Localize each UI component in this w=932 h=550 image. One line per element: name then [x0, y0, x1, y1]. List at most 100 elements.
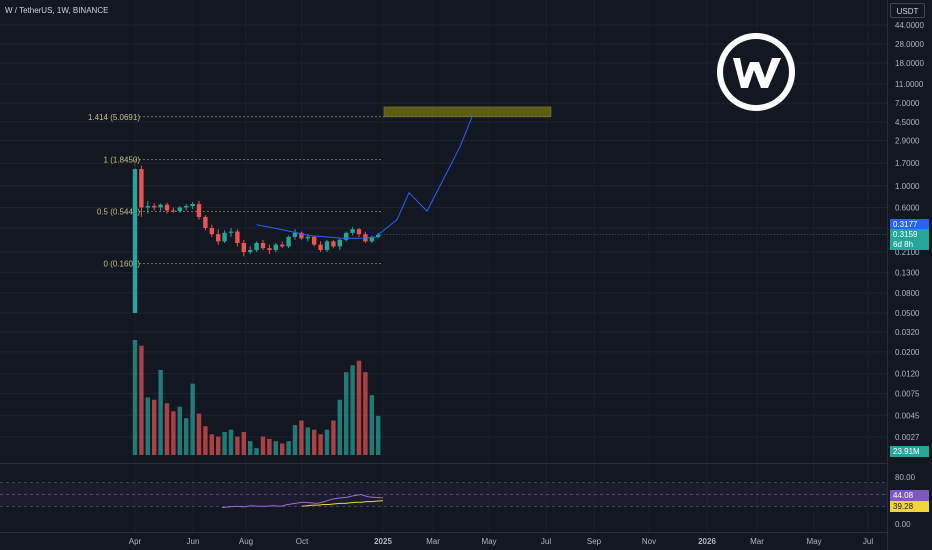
- candle-body: [299, 232, 304, 239]
- candle-body: [222, 232, 227, 242]
- volume-bar: [260, 436, 266, 455]
- volume-bar: [280, 443, 285, 455]
- rsi-ma-badge: 39.28: [890, 501, 929, 512]
- candle-body: [324, 241, 330, 251]
- volume-bar: [369, 395, 374, 455]
- rsi-ma-line: [301, 500, 384, 507]
- volume-bar: [228, 429, 234, 455]
- candle-body: [369, 236, 374, 242]
- time-tick-label: Apr: [129, 537, 142, 546]
- volume-bar: [292, 425, 298, 455]
- rsi-line: [221, 493, 384, 508]
- candle-body: [152, 206, 157, 208]
- time-tick-label: May: [481, 537, 496, 546]
- price-tick-label: 44.0000: [895, 21, 924, 30]
- candle-body: [184, 206, 189, 208]
- volume-bar: [190, 383, 195, 455]
- candle-body: [196, 204, 202, 217]
- time-tick-label: Mar: [750, 537, 764, 546]
- fib-level-label: 1.414 (5.0691): [88, 113, 140, 122]
- volume-bar: [363, 372, 368, 455]
- volume-bar: [350, 365, 355, 455]
- rsi-band-fill: [0, 482, 887, 507]
- volume-bar: [164, 403, 170, 455]
- volume-bar: [177, 406, 182, 455]
- volume-bar: [312, 429, 317, 455]
- price-tick-label: 7.0000: [895, 99, 920, 108]
- volume-bar: [305, 427, 310, 455]
- time-tick-label: Nov: [642, 537, 656, 546]
- candle-body: [337, 239, 342, 247]
- volume-bar: [299, 420, 304, 455]
- candle-body: [331, 241, 336, 247]
- price-tick-label: 0.0500: [895, 309, 920, 318]
- volume-bar: [331, 420, 336, 455]
- rsi-badge: 44.08: [890, 490, 929, 501]
- price-tick-label: 0.0027: [895, 433, 920, 442]
- volume-bar: [222, 432, 227, 455]
- price-tick-label: 0.6000: [895, 203, 920, 212]
- volume-bar: [132, 340, 138, 455]
- candle-body: [305, 236, 310, 239]
- candle-body: [248, 250, 253, 253]
- volume-bar: [337, 399, 342, 455]
- volume-bar: [248, 441, 253, 455]
- candle-body: [228, 231, 234, 233]
- symbol-title: W / TetherUS, 1W, BINANCE: [5, 6, 109, 15]
- volume-bar: [152, 399, 157, 455]
- candle-body: [177, 207, 182, 212]
- price-tick-label: 0.0045: [895, 411, 920, 420]
- price-tick-label: 0.2100: [895, 248, 920, 257]
- candle-body: [190, 204, 195, 207]
- price-tick-label: 0.0200: [895, 348, 920, 357]
- countdown-badge: 6d 8h: [890, 239, 929, 250]
- wormhole-w-logo-icon: [717, 33, 795, 111]
- volume-bar: [273, 441, 278, 455]
- candle-body: [145, 206, 150, 208]
- price-tick-label: 11.0000: [895, 80, 924, 89]
- volume-bar: [318, 434, 323, 455]
- volume-bar: [356, 360, 362, 455]
- projection-path: [377, 116, 473, 236]
- candle-body: [132, 169, 138, 314]
- volume-bar: [196, 413, 202, 455]
- volume-bar: [324, 429, 330, 455]
- fib-level-label: 0 (0.1605): [104, 259, 141, 268]
- last-price-badge: 0.3177: [890, 219, 929, 230]
- volume-bar: [376, 415, 381, 455]
- volume-bar: [139, 345, 144, 455]
- candle-body: [350, 229, 355, 233]
- time-tick-label: Oct: [296, 537, 309, 546]
- volume-bar: [241, 432, 246, 455]
- candle-body: [312, 236, 317, 245]
- fib-level-label: 1 (1.8450): [104, 156, 141, 165]
- price-tick-label: 0.0120: [895, 370, 920, 379]
- time-tick-label: May: [806, 537, 821, 546]
- currency-button[interactable]: USDT: [890, 3, 925, 18]
- volume-bar: [344, 372, 349, 455]
- time-tick-label: Jul: [541, 537, 551, 546]
- candle-body: [139, 169, 144, 208]
- candle-body: [376, 234, 381, 237]
- price-tick-label: 18.0000: [895, 59, 924, 68]
- volume-bar: [216, 436, 221, 455]
- volume-badge: 23.91M: [890, 446, 929, 457]
- candle-body: [344, 232, 349, 240]
- candle-body: [254, 242, 259, 251]
- candle-body: [292, 232, 298, 237]
- time-tick-label: Sep: [587, 537, 602, 546]
- fib-level-label: 0.5 (0.5443): [97, 208, 140, 217]
- volume-bar: [171, 411, 176, 455]
- candle-body: [286, 236, 291, 247]
- volume-bar: [184, 418, 189, 455]
- volume-bar: [203, 426, 208, 455]
- time-tick-label: Jun: [187, 537, 200, 546]
- price-tick-label: 0.0075: [895, 390, 920, 399]
- candle-body: [164, 204, 170, 211]
- candle-body: [273, 244, 278, 251]
- logo-w-letter: [733, 58, 781, 88]
- rsi-tick-label: 0.00: [895, 520, 911, 529]
- candle-body: [209, 227, 214, 235]
- candle-body: [267, 248, 272, 251]
